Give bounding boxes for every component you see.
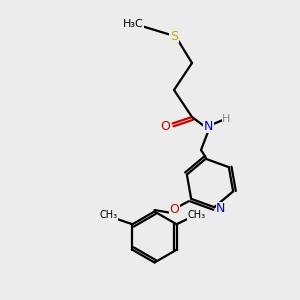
Text: S: S <box>170 29 178 43</box>
Text: CH₃: CH₃ <box>187 210 205 220</box>
Text: CH₃: CH₃ <box>99 210 118 220</box>
Text: N: N <box>204 119 213 133</box>
Text: N: N <box>216 202 226 215</box>
Text: H₃C: H₃C <box>123 19 144 29</box>
Text: O: O <box>170 203 180 216</box>
Text: O: O <box>160 119 170 133</box>
Text: H: H <box>222 113 231 124</box>
